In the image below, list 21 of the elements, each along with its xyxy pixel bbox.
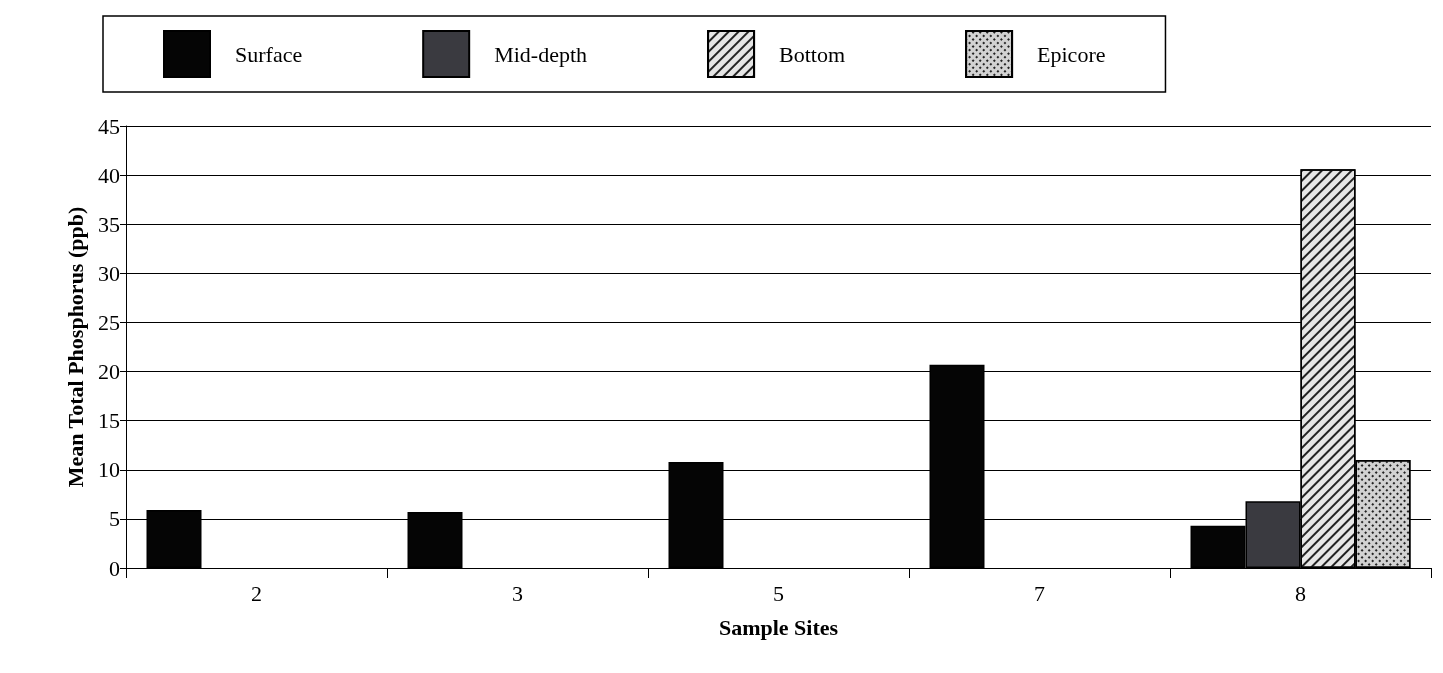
y-tick-label: 45 — [98, 113, 120, 139]
y-axis-title: Mean Total Phosphorus (ppb) — [62, 206, 88, 488]
x-tick-label: 3 — [512, 580, 523, 606]
y-tick-label: 30 — [98, 260, 120, 286]
legend-label: Epicore — [1037, 41, 1106, 67]
y-tick-label: 5 — [109, 506, 120, 532]
x-tick-label: 7 — [1034, 580, 1045, 606]
y-tick-label: 10 — [98, 457, 120, 483]
y-tick-label: 35 — [98, 211, 120, 237]
y-tick-label: 20 — [98, 359, 120, 385]
x-tick-label: 8 — [1295, 580, 1306, 606]
y-tick-label: 0 — [109, 555, 120, 581]
y-tick-label: 40 — [98, 162, 120, 188]
legend-label: Surface — [235, 41, 303, 67]
legend-label: Bottom — [779, 41, 846, 67]
y-tick-label: 15 — [98, 408, 120, 434]
legend-label: Mid-depth — [494, 41, 588, 67]
x-tick-label: 2 — [251, 580, 262, 606]
x-tick-label: 5 — [773, 580, 784, 606]
x-axis-title: Sample Sites — [718, 614, 839, 640]
y-tick-label: 25 — [98, 309, 120, 335]
